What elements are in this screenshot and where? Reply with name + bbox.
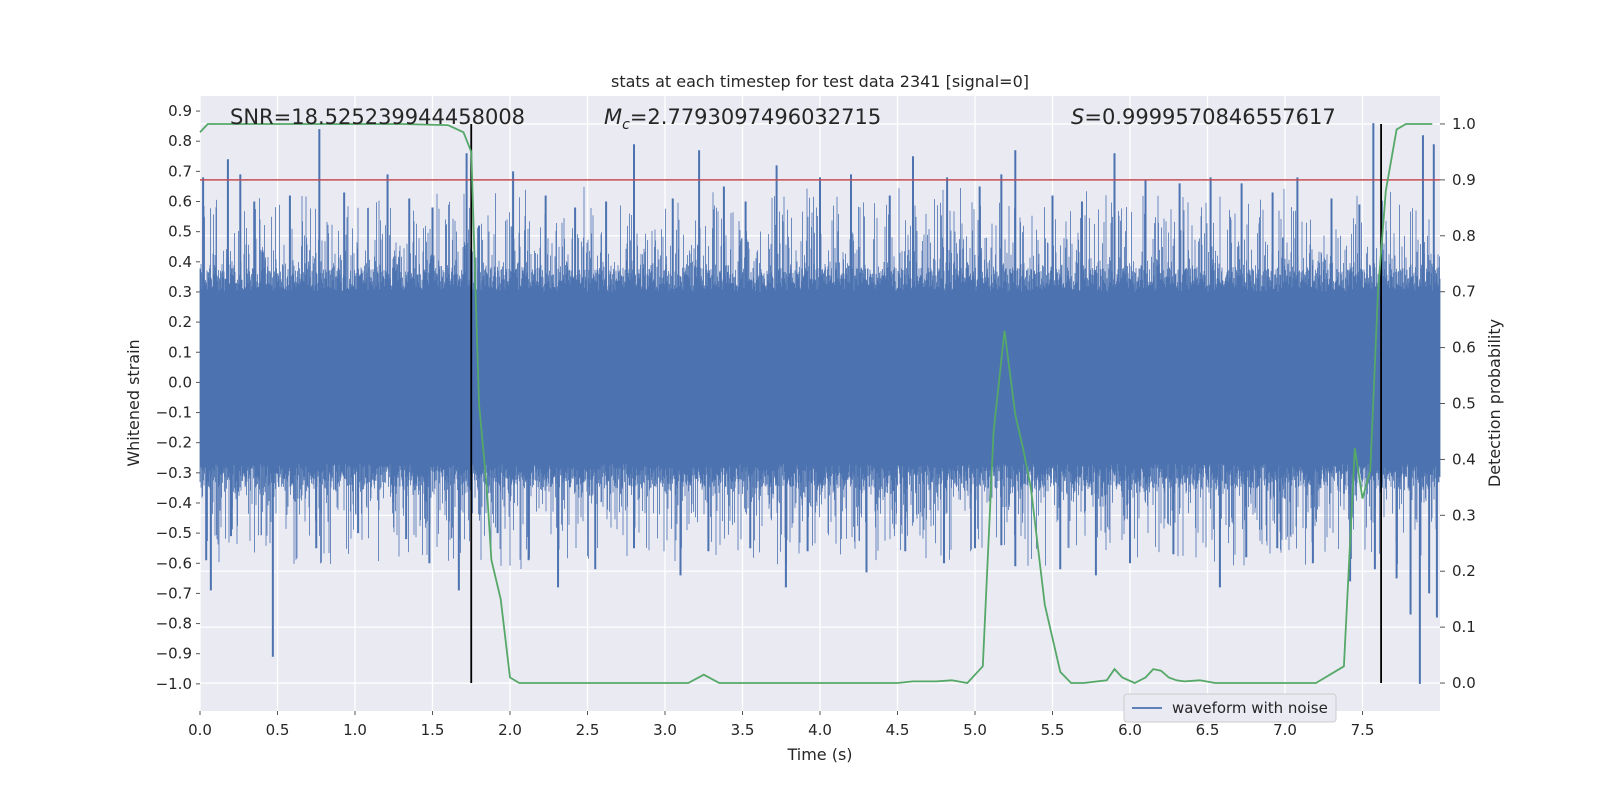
x-tick-label: 0.0 — [188, 721, 212, 739]
x-tick-label: 2.0 — [498, 721, 522, 739]
detection-probability-line — [199, 123, 1433, 684]
legend-box — [1123, 693, 1337, 723]
y-left-tick-label: −0.8 — [156, 615, 192, 633]
y-right-tick-label: 0.8 — [1452, 227, 1476, 245]
y-left-tick-label: 0.0 — [168, 373, 192, 391]
y-left-tick-label: −0.1 — [156, 404, 192, 422]
x-tick-label: 7.0 — [1273, 721, 1297, 739]
y-left-tick-label: −1.0 — [156, 675, 192, 693]
y-right-tick-label: 0.3 — [1452, 506, 1476, 524]
y-left-tick-label: −0.5 — [156, 524, 192, 542]
x-axis-ticks: 0.0 0.5 1.0 1.5 2.0 2.5 3.0 3.5 4.0 4.5 5.0 5.5 6.0 6… — [188, 711, 1374, 739]
y-left-tick-label: −0.6 — [156, 554, 192, 572]
y-left-tick-label: −0.9 — [156, 645, 192, 663]
x-tick-label: 4.0 — [808, 721, 832, 739]
y-left-tick-label: 0.8 — [168, 132, 192, 150]
x-tick-label: 3.5 — [731, 721, 755, 739]
y-axis-right-title: Detection probability — [1485, 319, 1504, 487]
legend-label: waveform with noise — [1172, 699, 1328, 717]
score-annotation: S=0.9999570846557617 — [1071, 105, 1336, 129]
x-tick-label: 1.0 — [343, 721, 367, 739]
y-left-tick-label: −0.7 — [156, 584, 192, 602]
y-right-tick-label: 0.0 — [1452, 674, 1476, 692]
y-left-tick-label: 0.1 — [168, 343, 192, 361]
x-tick-label: 6.0 — [1118, 721, 1142, 739]
y-left-tick-label: 0.3 — [168, 283, 192, 301]
y-right-tick-label: 0.2 — [1452, 562, 1476, 580]
y-left-tick-label: −0.4 — [156, 494, 192, 512]
y-left-tick-label: 0.9 — [168, 102, 192, 120]
y-left-tick-label: −0.3 — [156, 464, 192, 482]
y-left-tick-label: 0.7 — [168, 162, 192, 180]
y-left-tick-label: 0.6 — [168, 193, 192, 211]
x-tick-label: 5.5 — [1041, 721, 1065, 739]
y-axis-left-ticks: 0.9 0.8 0.7 0.6 0.5 0.4 0.3 0.2 0.1 0.0 −0.1 −0.2 −0… — [156, 102, 200, 693]
x-tick-label: 3.0 — [653, 721, 677, 739]
x-axis-title: Time (s) — [786, 745, 852, 764]
chirp-mass-annotation: Mc=2.7793097496032715 — [604, 105, 881, 133]
y-right-tick-label: 0.6 — [1452, 339, 1476, 357]
y-left-tick-label: 0.4 — [168, 253, 192, 271]
y-right-tick-label: 0.7 — [1452, 283, 1476, 301]
x-tick-label: 0.5 — [266, 721, 290, 739]
chart-title: stats at each timestep for test data 234… — [611, 72, 1029, 91]
legend: waveform with noise — [1123, 693, 1337, 723]
snr-annotation: SNR=18.525239944458008 — [230, 105, 525, 129]
y-left-tick-label: 0.5 — [168, 223, 192, 241]
x-tick-label: 4.5 — [886, 721, 910, 739]
y-left-tick-label: −0.2 — [156, 434, 192, 452]
y-right-tick-label: 0.9 — [1452, 171, 1476, 189]
vertical-markers — [470, 123, 1382, 684]
y-right-tick-label: 0.1 — [1452, 618, 1476, 636]
y-right-tick-label: 0.5 — [1452, 395, 1476, 413]
x-tick-label: 2.5 — [576, 721, 600, 739]
y-right-tick-label: 0.4 — [1452, 450, 1476, 468]
x-tick-label: 6.5 — [1196, 721, 1220, 739]
y-right-tick-label: 1.0 — [1452, 115, 1476, 133]
y-axis-right-ticks: 1.0 0.9 0.8 0.7 0.6 0.5 0.4 0.3 0.2 0.1 0.0 — [1440, 115, 1476, 692]
y-left-tick-label: 0.2 — [168, 313, 192, 331]
x-tick-label: 1.5 — [421, 721, 445, 739]
x-tick-label: 5.0 — [963, 721, 987, 739]
y-axis-left-title: Whitened strain — [124, 339, 143, 466]
waveform-series — [199, 123, 1441, 684]
x-tick-label: 7.5 — [1351, 721, 1375, 739]
